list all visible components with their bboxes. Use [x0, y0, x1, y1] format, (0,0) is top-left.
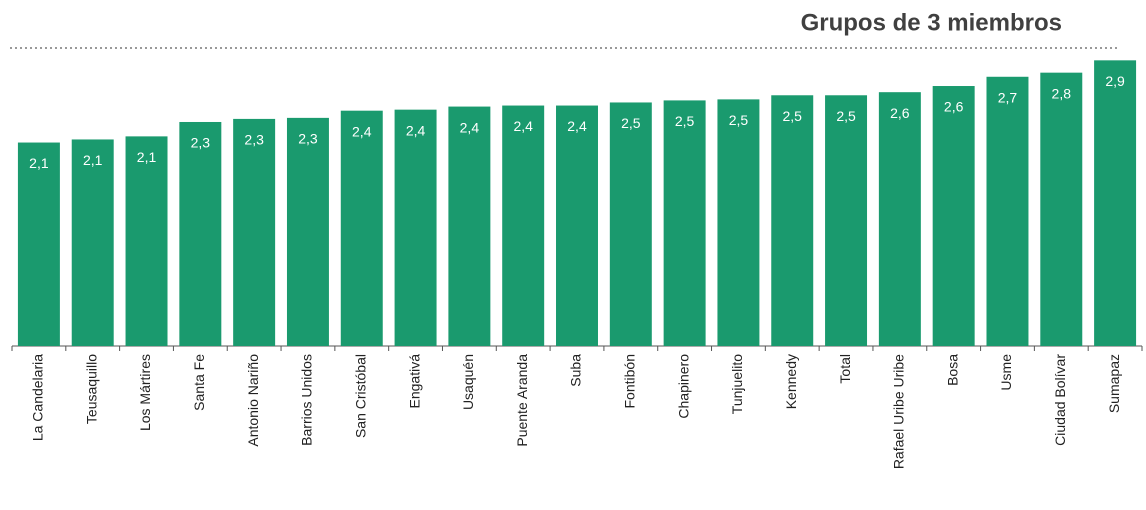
value-label: 2,5 [836, 108, 856, 124]
value-label: 2,8 [1052, 85, 1072, 101]
x-tick-label: Chapinero [675, 354, 691, 419]
value-label: 2,9 [1105, 73, 1125, 89]
bar [825, 95, 868, 346]
x-tick-label: San Cristóbal [352, 354, 368, 438]
bar [71, 139, 114, 346]
x-tick-label: Barrios Unidos [299, 354, 315, 446]
bar [609, 102, 652, 346]
bar [179, 121, 222, 346]
x-tick-label: Suba [568, 354, 584, 387]
value-label: 2,5 [621, 115, 641, 131]
bar [986, 76, 1029, 347]
bar [125, 136, 168, 346]
value-label: 2,4 [352, 123, 372, 139]
value-label: 2,4 [406, 122, 426, 138]
x-tick-label: Usme [998, 354, 1014, 391]
x-tick-label: Teusaquillo [83, 354, 99, 424]
bar [502, 105, 545, 346]
x-tick-label: Tunjuelito [729, 354, 745, 414]
bar [1094, 60, 1137, 347]
value-label: 2,1 [29, 155, 49, 171]
value-label: 2,4 [513, 118, 533, 134]
value-label: 2,3 [298, 131, 318, 147]
x-tick-label: Engativá [406, 354, 422, 409]
value-label: 2,1 [83, 152, 103, 168]
value-label: 2,5 [729, 112, 749, 128]
value-label: 2,6 [944, 99, 964, 115]
value-label: 2,4 [460, 119, 480, 135]
value-label: 2,4 [567, 118, 587, 134]
x-tick-label: Ciudad Bolívar [1052, 354, 1068, 446]
bar [17, 142, 60, 346]
x-tick-label: La Candelaria [30, 354, 46, 441]
value-label: 2,3 [191, 135, 211, 151]
value-label: 2,3 [244, 132, 264, 148]
value-label: 2,1 [137, 149, 157, 165]
bar [394, 109, 437, 346]
x-tick-label: Santa Fe [191, 354, 207, 411]
bar [448, 106, 491, 346]
x-tick-label: Bosa [944, 354, 960, 386]
bar [663, 100, 706, 347]
bar [286, 117, 329, 347]
x-tick-label: Total [837, 354, 853, 384]
x-tick-label: Puente Aranda [514, 354, 530, 447]
value-label: 2,5 [675, 113, 695, 129]
x-tick-label: Fontibón [622, 354, 638, 408]
x-tick-label: Usaquén [460, 354, 476, 410]
bar [771, 95, 814, 346]
x-tick-label: Antonio Nariño [245, 354, 261, 447]
x-tick-label: Rafael Uribe Uribe [891, 354, 907, 469]
bar [878, 92, 921, 346]
bar [233, 118, 276, 347]
chart-title: Grupos de 3 miembros [801, 9, 1062, 36]
bar [717, 99, 760, 347]
bar [556, 105, 598, 346]
value-label: 2,5 [783, 108, 803, 124]
bar [1040, 72, 1083, 346]
value-label: 2,6 [890, 105, 910, 121]
x-tick-label: Sumapaz [1106, 354, 1122, 413]
bar [340, 110, 383, 346]
value-label: 2,7 [998, 89, 1018, 105]
x-tick-label: Kennedy [783, 354, 799, 409]
bar [932, 86, 975, 346]
x-tick-label: Los Mártires [137, 354, 153, 431]
